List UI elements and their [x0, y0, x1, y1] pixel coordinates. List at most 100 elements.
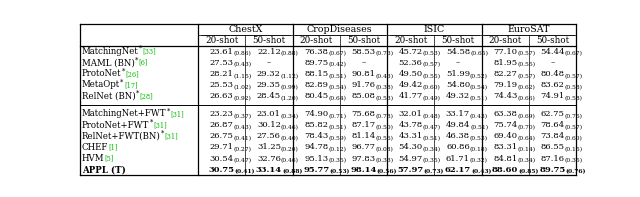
Text: (0.50): (0.50) — [376, 125, 394, 130]
Text: 88.15: 88.15 — [304, 70, 328, 78]
Text: 33.14: 33.14 — [256, 166, 282, 174]
Text: (0.53): (0.53) — [422, 51, 441, 56]
Text: 54.44: 54.44 — [540, 47, 564, 56]
Text: 54.97: 54.97 — [399, 155, 423, 163]
Text: (0.54): (0.54) — [470, 85, 488, 90]
Text: (0.53): (0.53) — [330, 169, 349, 175]
Text: 46.38: 46.38 — [446, 132, 470, 140]
Text: (0.18): (0.18) — [470, 147, 488, 152]
Text: (0.14): (0.14) — [517, 147, 535, 152]
Text: RelNet (BN): RelNet (BN) — [82, 92, 136, 101]
Text: (0.35): (0.35) — [423, 158, 441, 163]
Text: EuroSAT: EuroSAT — [508, 25, 550, 34]
Text: (0.51): (0.51) — [328, 125, 346, 130]
Text: (0.41): (0.41) — [234, 136, 252, 141]
Text: 29.71: 29.71 — [210, 143, 234, 151]
Text: (0.54): (0.54) — [328, 85, 346, 90]
Text: 83.31: 83.31 — [493, 143, 517, 151]
Text: 80.48: 80.48 — [540, 70, 564, 78]
Text: 43.31: 43.31 — [399, 132, 423, 140]
Text: 23.01: 23.01 — [257, 110, 281, 118]
Text: 22.12: 22.12 — [257, 47, 281, 56]
Text: (0.15): (0.15) — [564, 147, 582, 152]
Text: (0.33): (0.33) — [376, 158, 394, 163]
Text: 51.99: 51.99 — [446, 70, 470, 78]
Text: ISIC: ISIC — [424, 25, 445, 34]
Text: (0.67): (0.67) — [564, 51, 582, 56]
Text: *: * — [122, 67, 125, 75]
Text: (0.67): (0.67) — [328, 51, 346, 56]
Text: 95.13: 95.13 — [304, 155, 328, 163]
Text: (0.57): (0.57) — [422, 62, 441, 68]
Text: (0.27): (0.27) — [234, 147, 252, 152]
Text: 49.84: 49.84 — [445, 121, 470, 129]
Text: (0.57): (0.57) — [517, 73, 535, 79]
Text: 54.80: 54.80 — [446, 81, 470, 89]
Text: (0.37): (0.37) — [234, 114, 252, 119]
Text: 50-shot: 50-shot — [536, 36, 569, 45]
Text: –: – — [550, 59, 554, 67]
Text: (0.42): (0.42) — [328, 62, 346, 68]
Text: CropDiseases: CropDiseases — [307, 25, 372, 34]
Text: ProtoNet+FWT: ProtoNet+FWT — [82, 121, 149, 130]
Text: *: * — [166, 108, 170, 115]
Text: (0.48): (0.48) — [422, 114, 440, 119]
Text: (0.34): (0.34) — [517, 158, 536, 163]
Text: 26.87: 26.87 — [210, 121, 234, 129]
Text: (0.56): (0.56) — [376, 136, 394, 141]
Text: (0.53): (0.53) — [376, 96, 394, 101]
Text: 81.14: 81.14 — [351, 132, 376, 140]
Text: 54.30: 54.30 — [399, 143, 422, 151]
Text: (0.71): (0.71) — [328, 114, 346, 119]
Text: MAML (BN): MAML (BN) — [82, 58, 135, 67]
Text: 69.40: 69.40 — [493, 132, 517, 140]
Text: (0.65): (0.65) — [470, 51, 488, 56]
Text: 84.81: 84.81 — [493, 155, 517, 163]
Text: 83.62: 83.62 — [540, 81, 564, 89]
Text: *: * — [136, 90, 139, 98]
Text: 30.54: 30.54 — [210, 155, 234, 163]
Text: [31]: [31] — [170, 110, 184, 118]
Text: –: – — [456, 59, 460, 67]
Text: 62.17: 62.17 — [445, 166, 471, 174]
Text: 90.81: 90.81 — [351, 70, 376, 78]
Text: 33.17: 33.17 — [446, 110, 470, 118]
Text: MetaOpt: MetaOpt — [82, 81, 120, 89]
Text: (0.12): (0.12) — [328, 147, 346, 152]
Text: 26.63: 26.63 — [210, 92, 234, 100]
Text: (0.69): (0.69) — [517, 114, 535, 119]
Text: *: * — [161, 130, 164, 138]
Text: 27.56: 27.56 — [257, 132, 281, 140]
Text: (0.88): (0.88) — [282, 169, 302, 175]
Text: (0.64): (0.64) — [328, 96, 346, 101]
Text: 82.27: 82.27 — [493, 70, 517, 78]
Text: 20-shot: 20-shot — [300, 36, 333, 45]
Text: [31]: [31] — [164, 132, 179, 140]
Text: 30.12: 30.12 — [257, 121, 281, 129]
Text: 73.84: 73.84 — [540, 132, 564, 140]
Text: [5]: [5] — [104, 155, 114, 163]
Text: (0.43): (0.43) — [234, 125, 252, 130]
Text: *: * — [135, 56, 138, 64]
Text: 81.95: 81.95 — [493, 59, 517, 67]
Text: (0.40): (0.40) — [281, 136, 299, 141]
Text: [1]: [1] — [108, 143, 118, 151]
Text: (0.51): (0.51) — [470, 96, 488, 101]
Text: 26.75: 26.75 — [210, 132, 234, 140]
Text: *: * — [139, 45, 142, 53]
Text: (0.35): (0.35) — [328, 158, 346, 163]
Text: 30.75: 30.75 — [209, 166, 235, 174]
Text: (0.35): (0.35) — [564, 158, 582, 163]
Text: 91.76: 91.76 — [351, 81, 376, 89]
Text: 60.86: 60.86 — [446, 143, 470, 151]
Text: (0.57): (0.57) — [564, 125, 582, 130]
Text: 57.97: 57.97 — [397, 166, 424, 174]
Text: (0.47): (0.47) — [234, 158, 252, 163]
Text: (0.70): (0.70) — [517, 125, 535, 130]
Text: 74.90: 74.90 — [304, 110, 328, 118]
Text: (0.59): (0.59) — [328, 136, 346, 141]
Text: 45.72: 45.72 — [399, 47, 422, 56]
Text: 27.53: 27.53 — [210, 59, 234, 67]
Text: –: – — [361, 59, 365, 67]
Text: 94.78: 94.78 — [304, 143, 328, 151]
